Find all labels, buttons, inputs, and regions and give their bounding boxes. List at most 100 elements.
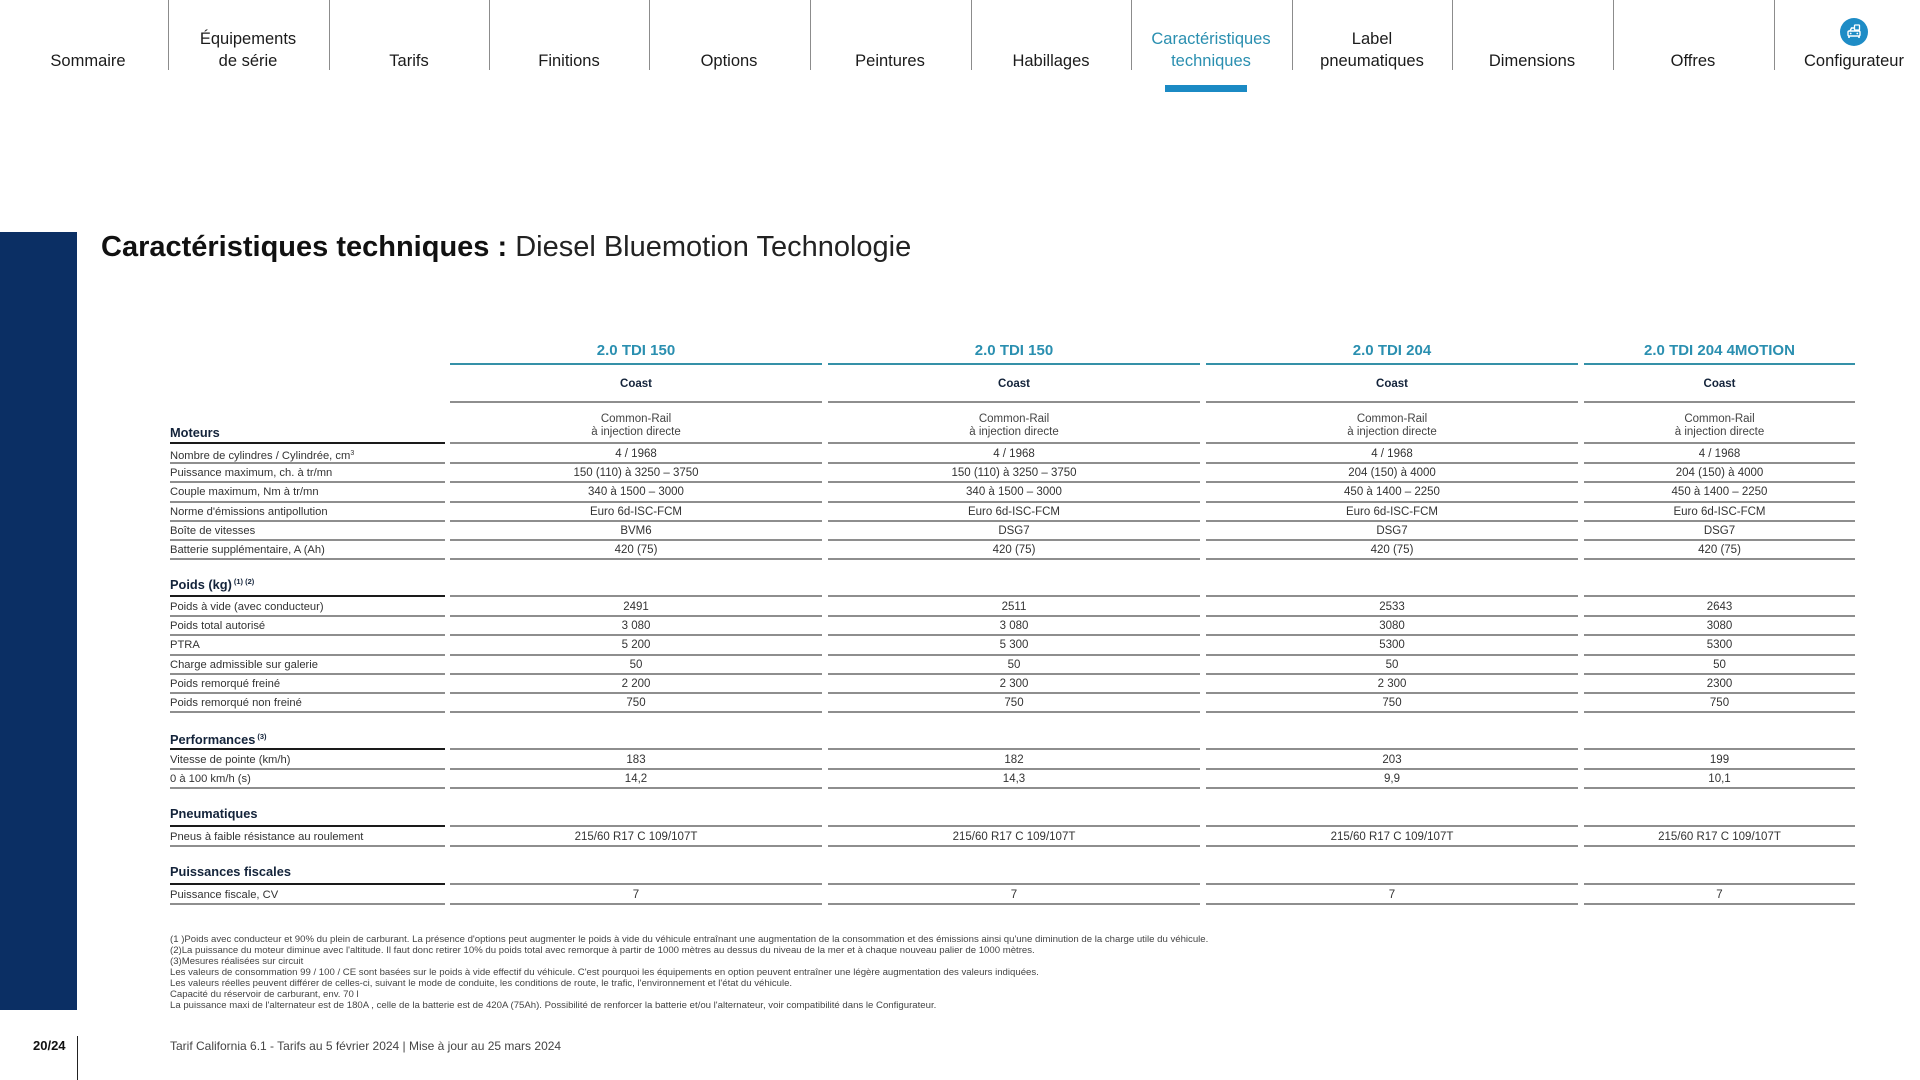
table-cell: 5 300 — [999, 639, 1029, 652]
row-divider — [1584, 462, 1855, 465]
nav-tab-dimensions[interactable]: Dimensions — [1452, 0, 1612, 72]
row-divider — [1206, 481, 1578, 484]
row-label-text: Puissance maximum, ch. à tr/mn — [170, 467, 333, 480]
nav-divider — [1774, 0, 1775, 70]
row-divider — [450, 787, 822, 790]
row-divider — [170, 787, 445, 790]
row-divider — [170, 903, 445, 906]
row-divider — [828, 539, 1200, 541]
page-title: Caractéristiques techniques : Diesel Blu… — [101, 228, 911, 266]
row-divider — [170, 845, 445, 848]
footer-divider — [77, 1036, 78, 1080]
table-cell: 420 (75) — [992, 544, 1036, 556]
nav-tab-finitions[interactable]: Finitions — [489, 0, 649, 72]
row-divider — [1584, 845, 1855, 848]
table-cell: 14,3 — [1002, 773, 1026, 786]
table-cell: 215/60 R17 C 109/107T — [952, 831, 1076, 843]
car-icon — [1847, 24, 1861, 38]
nav-tab-label-pneumatiques[interactable]: Label pneumatiques — [1292, 0, 1452, 72]
table-cell: 14,2 — [624, 773, 648, 786]
row-divider — [450, 481, 822, 484]
row-divider — [1584, 883, 1855, 885]
row-label: Norme d'émissions antipollution — [170, 505, 328, 519]
nav-tab-label: Finitions — [538, 52, 600, 70]
nav-tab-offres[interactable]: Offres — [1613, 0, 1773, 72]
row-divider — [450, 558, 822, 561]
nav-tab-sommaire[interactable]: Sommaire — [8, 0, 168, 72]
nav-tab-label: Sommaire — [50, 52, 126, 70]
table-cell: Euro 6d-ISC-FCM — [1673, 505, 1766, 518]
row-divider — [828, 903, 1200, 906]
row-divider — [1206, 500, 1578, 503]
row-divider — [450, 768, 822, 771]
injection-line-1: Common-Rail — [1356, 413, 1428, 425]
row-divider — [450, 692, 822, 694]
active-tab-indicator — [1165, 85, 1247, 92]
table-cell: 4 / 1968 — [1698, 448, 1741, 460]
row-divider — [450, 539, 822, 541]
nav-tab-tarifs[interactable]: Tarifs — [329, 0, 489, 72]
nav-tab-habillages[interactable]: Habillages — [971, 0, 1131, 72]
row-label-text: Norme d'émissions antipollution — [170, 505, 328, 518]
row-label: Puissance maximum, ch. à tr/mn — [170, 466, 332, 480]
row-divider — [170, 558, 445, 561]
row-divider — [170, 711, 445, 714]
row-divider — [828, 442, 1200, 444]
row-divider — [828, 748, 1200, 750]
row-label-text: Couple maximum, Nm à tr/mn — [170, 486, 319, 499]
row-label: Pneus à faible résistance au roulement — [170, 830, 363, 844]
section-title-pneumatiques: Pneumatiques — [170, 806, 258, 821]
nav-tab-peintures[interactable]: Peintures — [810, 0, 970, 72]
column-header-model: 2.0 TDI 204 4MOTION — [1644, 342, 1795, 359]
row-label-text: Nombre de cylindres / Cylindrée, cm — [170, 450, 351, 462]
row-label: Charge admissible sur galerie — [170, 658, 318, 672]
row-label: PTRA — [170, 638, 200, 652]
nav-tab-equipements-de-serie[interactable]: Équipements de série — [168, 0, 328, 72]
row-label-text: 0 à 100 km/h (s) — [170, 773, 251, 786]
footnote: La puissance maxi de l'alternateur est d… — [170, 1000, 937, 1011]
nav-tab-caracteristiques-techniques[interactable]: Caractéristiques techniques — [1131, 0, 1291, 72]
table-cell: 3080 — [1706, 620, 1733, 633]
section-title-poids: Poids (kg) (1) (2) — [170, 574, 254, 593]
row-divider — [450, 462, 822, 465]
injection-line-2: à injection directe — [591, 426, 681, 438]
column-injection: Common-Rail à injection directe — [1584, 413, 1855, 439]
row-divider — [450, 672, 822, 675]
row-divider — [1206, 653, 1578, 656]
row-divider — [1206, 903, 1578, 906]
row-divider — [170, 481, 445, 484]
row-divider — [828, 615, 1200, 618]
row-divider — [1584, 442, 1855, 444]
row-divider — [1206, 672, 1578, 675]
table-cell: 5300 — [1706, 639, 1733, 652]
row-divider — [1206, 539, 1578, 541]
row-divider — [828, 787, 1200, 790]
row-divider — [450, 500, 822, 503]
row-divider — [1206, 825, 1578, 827]
table-cell: 5 200 — [621, 639, 651, 652]
footnote: Capacité du réservoir de carburant, env.… — [170, 989, 359, 1000]
row-label: Poids à vide (avec conducteur) — [170, 600, 324, 614]
table-cell: Euro 6d-ISC-FCM — [967, 505, 1061, 518]
nav-tab-label: Dimensions — [1488, 52, 1576, 70]
table-cell: 150 (110) à 3250 – 3750 — [951, 467, 1077, 480]
row-divider — [1206, 401, 1578, 403]
section-title-puissances-fiscales: Puissances fiscales — [170, 864, 291, 879]
row-divider — [828, 401, 1200, 403]
table-cell: 4 / 1968 — [993, 448, 1035, 460]
nav-tab-options[interactable]: Options — [649, 0, 809, 72]
row-divider — [1584, 768, 1855, 771]
section-title-performances: Performances (3) — [170, 729, 267, 748]
column-header-model: 2.0 TDI 150 — [596, 342, 676, 359]
footnote-ref: (1) (2) — [233, 577, 255, 586]
footnote: Les valeurs de consommation 99 / 100 / C… — [170, 967, 1039, 978]
injection-line-2: à injection directe — [969, 426, 1059, 438]
row-label: Poids remorqué freiné — [170, 677, 280, 691]
table-cell: 7 — [1010, 889, 1018, 901]
table-cell: 182 — [1004, 754, 1024, 766]
row-divider — [450, 845, 822, 848]
row-label-text: Poids total autorisé — [170, 620, 266, 633]
table-cell: 340 à 1500 – 3000 — [588, 486, 684, 499]
nav-tab-configurateur[interactable]: Configurateur — [1774, 0, 1920, 72]
row-label-text: Boîte de vitesses — [170, 524, 256, 537]
